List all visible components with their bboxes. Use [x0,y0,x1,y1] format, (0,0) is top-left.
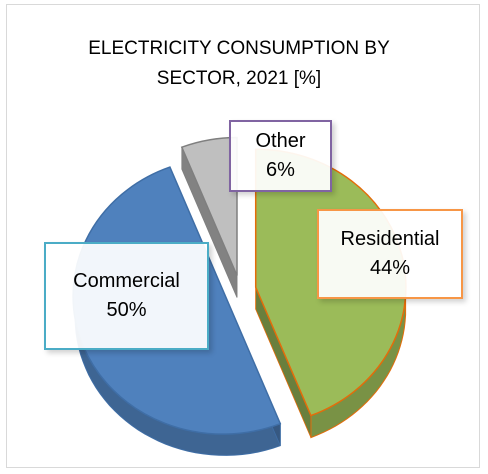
chart-title: ELECTRICITY CONSUMPTION BY SECTOR, 2021 … [20,34,458,94]
chart-title-line-2: SECTOR, 2021 [%] [156,68,322,89]
data-label-other-value: 6% [266,159,295,181]
data-label-residential-name: Residential [340,228,440,250]
data-label-residential: Residential 44% [317,209,463,299]
chart-title-line-1: ELECTRICITY CONSUMPTION BY [88,38,390,59]
data-label-commercial-value: 50% [106,299,147,321]
data-label-residential-value: 44% [369,257,411,279]
data-label-other: Other 6% [229,120,332,192]
data-label-other-name: Other [255,130,306,152]
data-label-commercial-name: Commercial [73,270,180,292]
data-label-commercial: Commercial 50% [44,242,209,350]
